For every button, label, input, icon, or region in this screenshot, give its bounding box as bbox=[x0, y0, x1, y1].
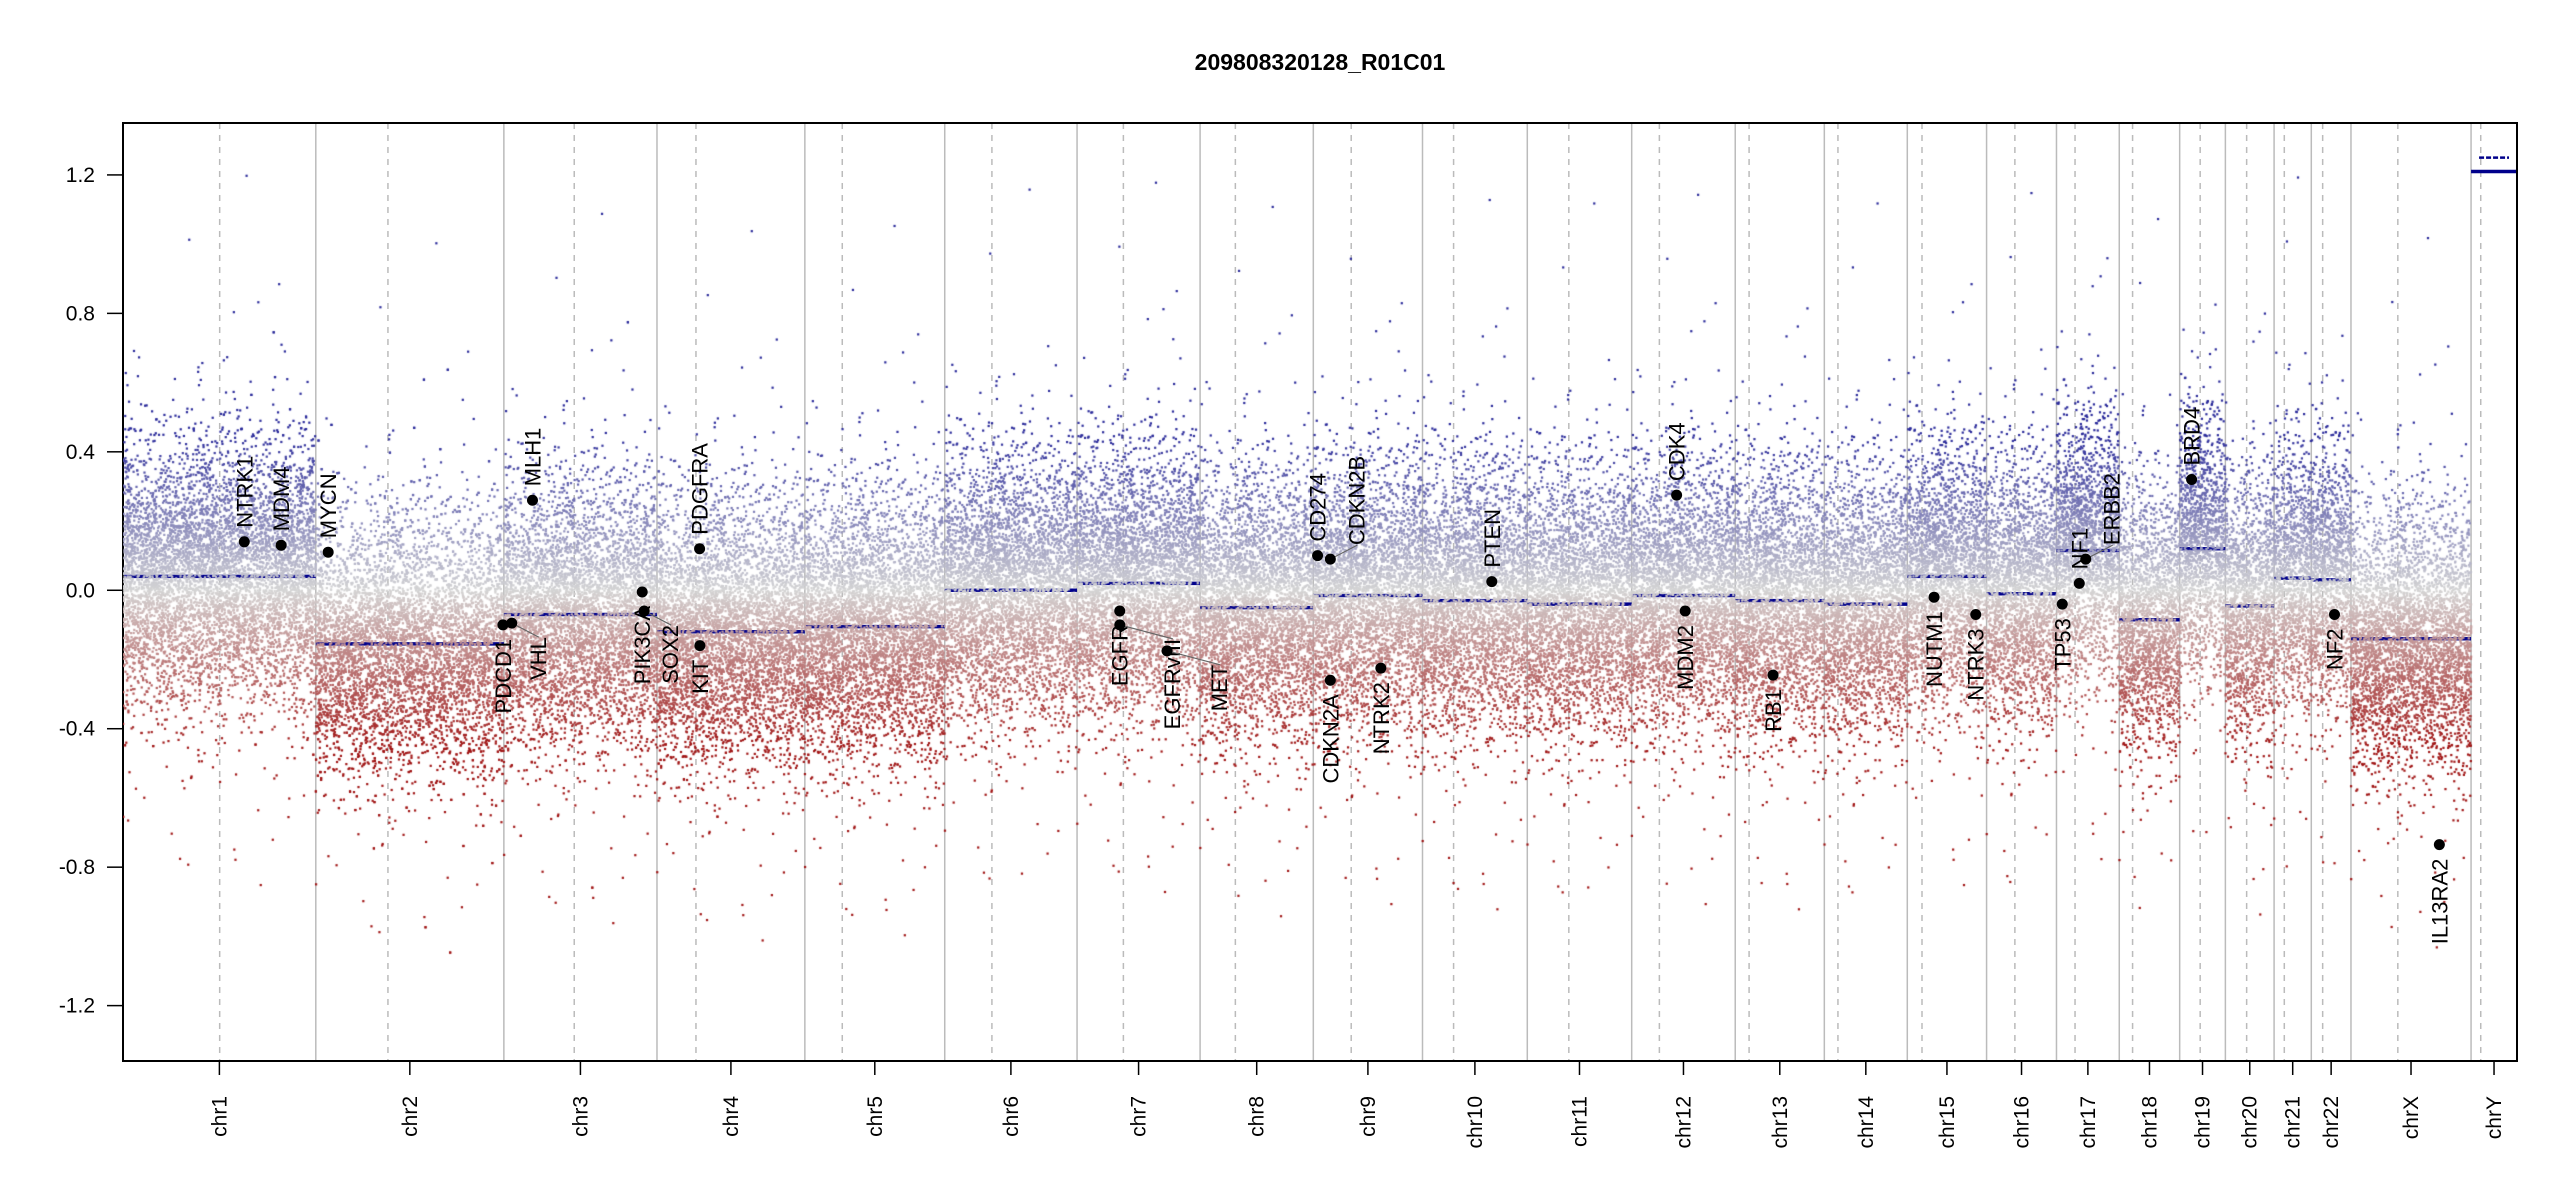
x-tick-label: chr7 bbox=[1128, 1096, 1151, 1137]
x-tick-label: chr10 bbox=[1464, 1096, 1487, 1149]
gene-point-CD274 bbox=[1312, 550, 1324, 562]
y-tick-label: 0.0 bbox=[66, 579, 95, 602]
gene-label: MDM2 bbox=[1673, 625, 1698, 690]
y-tick-label: -0.4 bbox=[59, 718, 96, 741]
gene-point-CDKN2A bbox=[1324, 674, 1336, 686]
chart-title: 209808320128_R01C01 bbox=[1195, 49, 1446, 75]
gene-label: NUTM1 bbox=[1922, 611, 1947, 687]
gene-label: PDGFRA bbox=[688, 443, 713, 535]
gene-point-CDKN2B bbox=[1324, 553, 1336, 565]
gene-point-NTRK2 bbox=[1375, 662, 1387, 674]
x-tick-label: chr21 bbox=[2282, 1096, 2305, 1149]
y-tick-label: -0.8 bbox=[59, 856, 95, 879]
gene-label: CDKN2B bbox=[1344, 456, 1369, 545]
gene-label: CD274 bbox=[1306, 473, 1331, 541]
gene-point-NF1 bbox=[2073, 577, 2085, 589]
gene-point-TP53 bbox=[2056, 598, 2068, 610]
x-tick-label: chr15 bbox=[1936, 1096, 1959, 1149]
gene-label: KIT bbox=[688, 660, 713, 694]
gene-label: NTRK1 bbox=[232, 456, 257, 528]
gene-label: CDK4 bbox=[1665, 422, 1690, 481]
gene-label: NTRK3 bbox=[1964, 628, 1989, 700]
gene-label: VHL bbox=[526, 637, 551, 680]
gene-label: IL13RA2 bbox=[2427, 859, 2452, 945]
gene-point-MYCN bbox=[322, 546, 334, 558]
gene-label: PIK3CA bbox=[630, 606, 655, 685]
gene-point-IL13RA2 bbox=[2433, 839, 2445, 851]
gene-label: MDM4 bbox=[269, 466, 294, 531]
x-tick-label: chr14 bbox=[1855, 1096, 1878, 1149]
gene-point-ERBB2 bbox=[2080, 553, 2092, 565]
y-tick-label: 0.4 bbox=[66, 441, 96, 464]
gene-point-PDGFRA bbox=[694, 543, 706, 555]
gene-point-SOX2 bbox=[638, 605, 650, 617]
x-tick-label: chr17 bbox=[2077, 1096, 2100, 1149]
gene-markers: NTRK1 MDM4 MYCN PDCD1 VHL MLH1 PIK3CA SOX2 PDGFR… bbox=[232, 407, 2452, 944]
gene-point-MET bbox=[1161, 645, 1173, 657]
x-tick-label: chr8 bbox=[1246, 1096, 1269, 1137]
x-tick-label: chr11 bbox=[1568, 1096, 1591, 1147]
gene-label: MET bbox=[1207, 665, 1232, 711]
gene-leader-line bbox=[1166, 650, 1221, 666]
y-tick-label: 1.2 bbox=[66, 164, 95, 187]
x-tick-label: chr13 bbox=[1769, 1096, 1792, 1149]
x-tick-label: chr19 bbox=[2192, 1096, 2215, 1149]
x-tick-label: chr12 bbox=[1672, 1096, 1695, 1149]
gene-label: SOX2 bbox=[658, 625, 683, 684]
gene-point-PTEN bbox=[1486, 576, 1498, 588]
x-tick-label: chr2 bbox=[399, 1096, 422, 1137]
y-tick-label: 0.8 bbox=[66, 302, 95, 325]
gene-point-PDCD1 bbox=[497, 619, 509, 631]
x-tick-label: chr16 bbox=[2011, 1096, 2034, 1149]
gene-leader-line bbox=[1119, 624, 1173, 640]
gene-point-NF2 bbox=[2328, 608, 2340, 620]
y-axis: -1.2 -0.8 -0.4 0.0 0.4 0.8 1.2 bbox=[59, 164, 123, 1018]
gene-label: TP53 bbox=[2050, 618, 2075, 671]
x-tick-label: chr20 bbox=[2239, 1096, 2262, 1149]
probe-scatter bbox=[123, 123, 2517, 1061]
gene-point-MLH1 bbox=[526, 494, 538, 506]
gene-point-NTRK1 bbox=[238, 536, 250, 548]
gene-point-NUTM1 bbox=[1928, 591, 1940, 603]
gene-point-BRD4 bbox=[2186, 474, 2198, 486]
gene-label: CDKN2A bbox=[1318, 694, 1343, 784]
x-tick-label: chr4 bbox=[720, 1096, 743, 1137]
gene-point-EGFR bbox=[1114, 605, 1126, 617]
x-tick-label: chr9 bbox=[1357, 1096, 1380, 1137]
gene-label: MYCN bbox=[316, 473, 341, 538]
gene-label: EGFR bbox=[1108, 625, 1133, 686]
x-tick-label: chr1 bbox=[208, 1096, 231, 1137]
x-tick-label: chr6 bbox=[1000, 1096, 1023, 1137]
gene-point-NTRK3 bbox=[1970, 608, 1982, 620]
gene-point-MDM4 bbox=[275, 539, 287, 551]
gene-label: NF2 bbox=[2322, 628, 2347, 670]
gene-point-EGFRvIII bbox=[1114, 619, 1126, 631]
x-tick-label: chrY bbox=[2483, 1096, 2506, 1139]
x-axis: chr1 chr2 chr3 chr4 chr5 chr6 chr7 chr8 chr9 chr1… bbox=[208, 1061, 2506, 1149]
x-tick-label: chr3 bbox=[569, 1096, 592, 1137]
x-tick-label: chrX bbox=[2400, 1096, 2423, 1139]
gene-point-MDM2 bbox=[1679, 605, 1691, 617]
gene-label: RB1 bbox=[1761, 689, 1786, 732]
gene-point-CDK4 bbox=[1671, 489, 1683, 501]
gene-label: MLH1 bbox=[520, 428, 545, 487]
gene-point-KIT bbox=[694, 640, 706, 652]
gene-point-VHL bbox=[506, 617, 518, 629]
gene-label: PDCD1 bbox=[491, 639, 516, 714]
gene-label: BRD4 bbox=[2180, 407, 2205, 466]
y-tick-label: -1.2 bbox=[59, 995, 95, 1018]
gene-label: NTRK2 bbox=[1369, 682, 1394, 754]
x-tick-label: chr22 bbox=[2320, 1096, 2343, 1149]
x-tick-label: chr18 bbox=[2138, 1096, 2161, 1149]
gene-point-PIK3CA bbox=[636, 586, 648, 598]
gene-label: PTEN bbox=[1480, 509, 1505, 568]
x-tick-label: chr5 bbox=[864, 1096, 887, 1137]
gene-point-RB1 bbox=[1767, 669, 1779, 681]
gene-label: ERBB2 bbox=[2100, 473, 2125, 545]
